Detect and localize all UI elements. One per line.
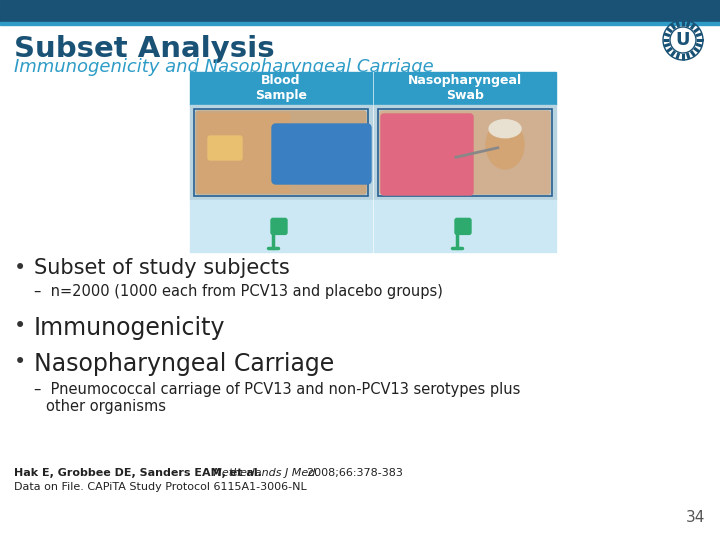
Bar bbox=[378, 109, 552, 196]
Bar bbox=[0, 22, 720, 25]
FancyBboxPatch shape bbox=[272, 124, 371, 184]
Text: •: • bbox=[14, 352, 26, 372]
Bar bbox=[374, 105, 556, 200]
Text: Nasopharyngeal
Swab: Nasopharyngeal Swab bbox=[408, 74, 522, 102]
Text: Nasopharyngeal Carriage: Nasopharyngeal Carriage bbox=[34, 352, 334, 376]
Text: Data on File. CAPiTA Study Protocol 6115A1-3006-NL: Data on File. CAPiTA Study Protocol 6115… bbox=[14, 482, 307, 492]
Text: Subset of study subjects: Subset of study subjects bbox=[34, 258, 289, 278]
Bar bbox=[0, 0, 720, 22]
Text: Blood
Sample: Blood Sample bbox=[255, 74, 307, 102]
Bar bbox=[194, 109, 368, 196]
Text: Immunogenicity: Immunogenicity bbox=[34, 316, 225, 340]
Bar bbox=[190, 105, 372, 200]
Bar bbox=[198, 113, 289, 192]
FancyBboxPatch shape bbox=[196, 111, 366, 194]
Text: •: • bbox=[14, 316, 26, 336]
FancyBboxPatch shape bbox=[380, 111, 550, 194]
Text: –  n=2000 (1000 each from PCV13 and placebo groups): – n=2000 (1000 each from PCV13 and place… bbox=[34, 284, 443, 299]
Ellipse shape bbox=[489, 120, 521, 138]
Text: other organisms: other organisms bbox=[46, 399, 166, 414]
Circle shape bbox=[670, 27, 696, 53]
Text: 2008;66:378-383: 2008;66:378-383 bbox=[300, 468, 403, 478]
Text: –  Pneumococcal carriage of PCV13 and non-PCV13 serotypes plus: – Pneumococcal carriage of PCV13 and non… bbox=[34, 382, 521, 397]
Text: •: • bbox=[14, 258, 26, 278]
FancyBboxPatch shape bbox=[208, 136, 242, 160]
Text: Hak E, Grobbee DE, Sanders EAM, et al.: Hak E, Grobbee DE, Sanders EAM, et al. bbox=[14, 468, 262, 478]
Ellipse shape bbox=[486, 121, 524, 169]
Text: 34: 34 bbox=[685, 510, 705, 525]
Text: Subset Analysis: Subset Analysis bbox=[14, 35, 274, 63]
FancyBboxPatch shape bbox=[271, 218, 287, 234]
FancyBboxPatch shape bbox=[381, 114, 473, 195]
Bar bbox=[190, 72, 372, 105]
Bar bbox=[190, 200, 372, 252]
Bar bbox=[374, 72, 556, 105]
Bar bbox=[374, 200, 556, 252]
Text: Immunogenicity and Nasopharyngeal Carriage: Immunogenicity and Nasopharyngeal Carria… bbox=[14, 58, 433, 76]
FancyBboxPatch shape bbox=[455, 218, 471, 234]
Text: U: U bbox=[676, 31, 690, 49]
Text: Netherlands J Med.: Netherlands J Med. bbox=[210, 468, 319, 478]
